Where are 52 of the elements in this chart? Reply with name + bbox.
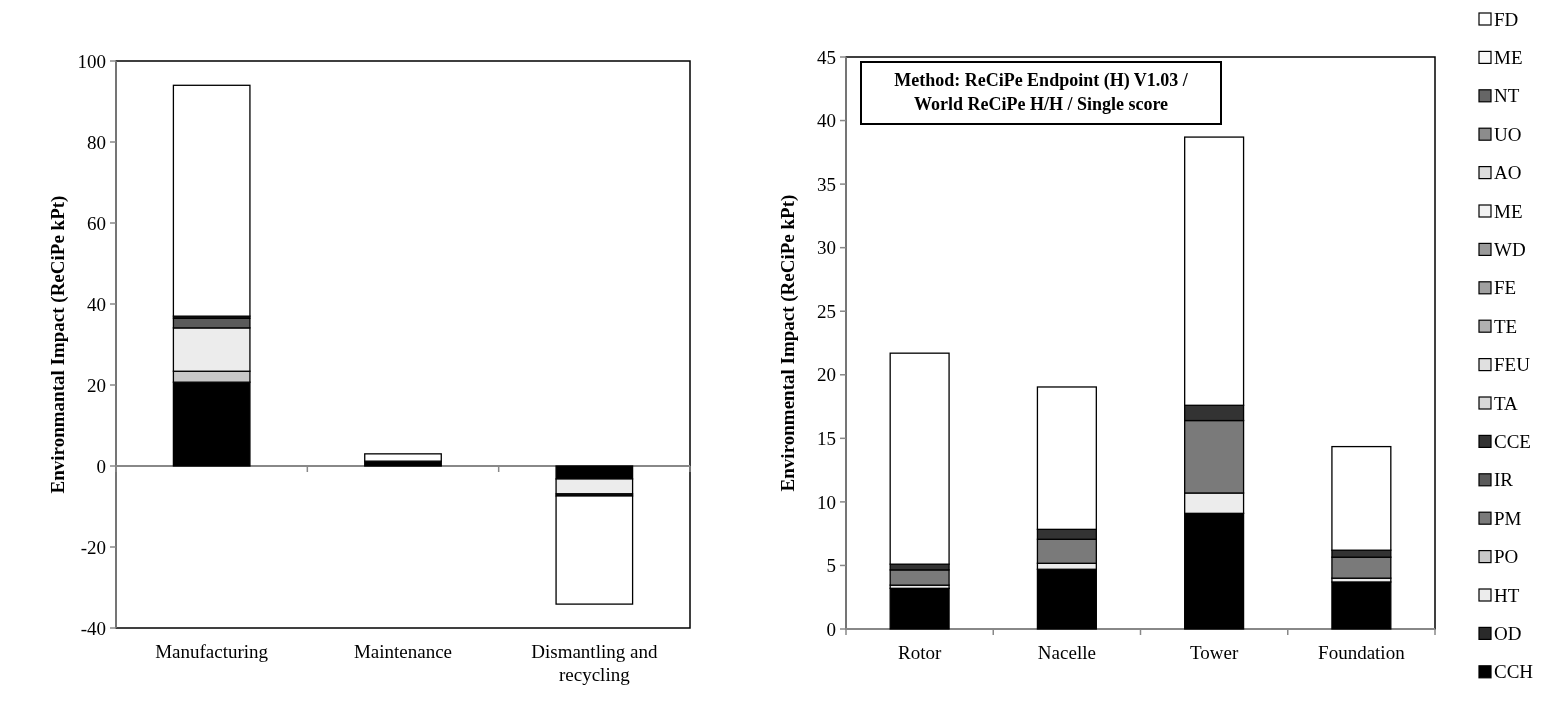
y-axis-title: Environmantal Impact (ReCiPe kPt) xyxy=(47,195,69,494)
legend-label: PM xyxy=(1494,507,1522,529)
legend-label: AO xyxy=(1494,162,1522,184)
legend-label: PO xyxy=(1494,546,1519,568)
y-tick-label: 20 xyxy=(87,374,106,396)
y-tick-label: 80 xyxy=(87,131,106,153)
legend-label: HT xyxy=(1494,584,1520,606)
y-tick-label: 5 xyxy=(826,555,836,577)
legend-label: FE xyxy=(1494,277,1517,299)
bar xyxy=(172,84,251,317)
legend-label: CCE xyxy=(1494,431,1531,453)
y-axis-title: Environmental Impact (ReCiPe kPt) xyxy=(777,194,799,492)
legend-label: TE xyxy=(1494,315,1518,337)
legend-label: CCH xyxy=(1494,661,1534,683)
y-tick-label: 25 xyxy=(817,300,836,322)
y-tick-label: 100 xyxy=(77,50,106,72)
legend-label: ME xyxy=(1494,47,1523,69)
y-tick-label: 0 xyxy=(826,618,836,640)
legend-label: FEU xyxy=(1494,354,1531,376)
x-tick-label: Manufacturing xyxy=(155,641,269,662)
y-tick-label: 20 xyxy=(817,364,836,386)
legend-label: TA xyxy=(1494,392,1519,414)
bar xyxy=(889,587,950,630)
legend-label: IR xyxy=(1494,469,1514,491)
y-tick-label: 0 xyxy=(96,455,106,477)
legend-label: OD xyxy=(1494,623,1522,645)
bar xyxy=(1036,568,1097,630)
y-tick-label: -20 xyxy=(80,536,106,558)
y-tick-label: 60 xyxy=(87,212,106,234)
x-tick-label: Maintenance xyxy=(353,641,453,662)
legend-label: ME xyxy=(1494,200,1523,222)
bar xyxy=(1331,581,1392,630)
legend-label: NT xyxy=(1494,85,1520,107)
y-tick-label: 30 xyxy=(817,237,836,259)
legend-label: WD xyxy=(1494,239,1526,261)
annotation: Method: ReCiPe Endpoint (H) V1.03 / World ReCiPe H/H / Single score xyxy=(894,70,1189,114)
bar xyxy=(555,495,634,605)
y-tick-label: 40 xyxy=(87,293,106,315)
y-tick-label: 40 xyxy=(817,110,836,132)
x-tick-label: Tower xyxy=(1189,642,1239,663)
bar xyxy=(889,569,950,586)
y-tick-label: 45 xyxy=(817,46,836,68)
legend-label: FD xyxy=(1494,8,1519,30)
y-tick-label: 15 xyxy=(817,427,836,449)
y-tick-label: -40 xyxy=(80,617,106,639)
x-tick-label: Dismantling and recycling xyxy=(531,641,658,685)
y-tick-label: 35 xyxy=(817,173,836,195)
x-tick-label: Rotor xyxy=(897,642,942,663)
legend-label: UO xyxy=(1494,123,1522,145)
y-tick-label: 10 xyxy=(817,491,836,513)
x-tick-label: Nacelle xyxy=(1037,642,1096,663)
x-tick-label: Foundation xyxy=(1318,642,1406,663)
